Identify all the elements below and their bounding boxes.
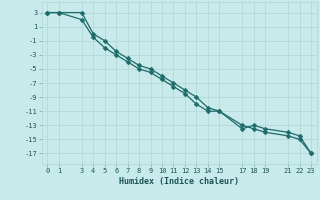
X-axis label: Humidex (Indice chaleur): Humidex (Indice chaleur) (119, 177, 239, 186)
